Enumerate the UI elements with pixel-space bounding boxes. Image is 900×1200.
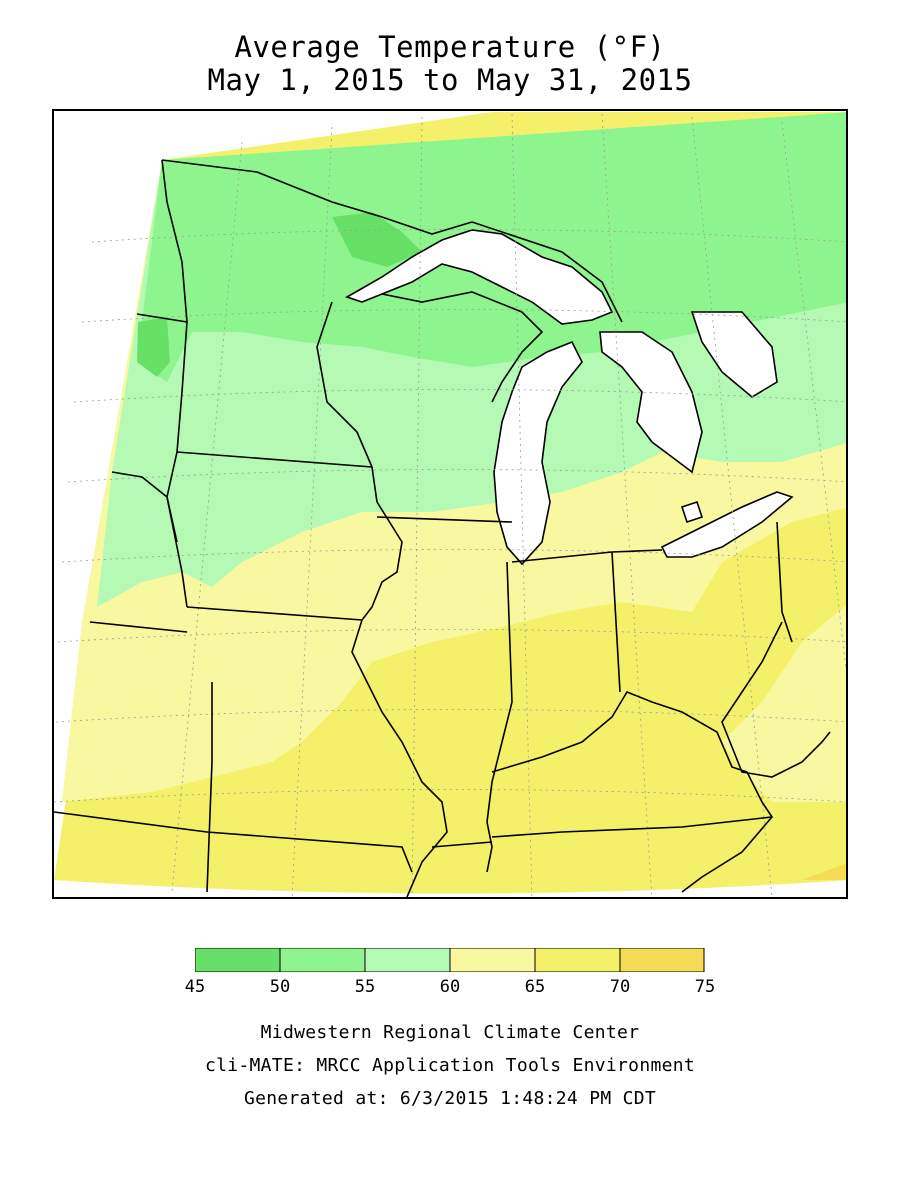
border-oh-wv — [721, 621, 831, 778]
legend-bin-45-50 — [195, 948, 281, 972]
border-mn-wi — [316, 301, 378, 503]
temperature-map — [52, 109, 848, 899]
lake-huron — [599, 331, 703, 474]
color-legend — [195, 948, 705, 972]
band-70-75 — [802, 863, 846, 880]
border-ia-mo — [186, 606, 363, 621]
border-in-oh — [611, 551, 621, 693]
legend-tick-label: 65 — [524, 977, 546, 997]
border-ks-ne — [89, 621, 188, 633]
border-mo-ks — [206, 682, 213, 893]
legend-tick-label: 50 — [269, 977, 291, 997]
lake-superior — [345, 229, 614, 325]
border-sd-ia-mn — [176, 451, 373, 468]
border-mo-ar — [206, 831, 413, 873]
border-ky-va — [681, 771, 774, 893]
border-oh-pa — [776, 521, 793, 643]
legend-bar — [195, 948, 705, 972]
border-il-in — [486, 561, 513, 823]
border-ia-west — [166, 451, 188, 608]
border-ontario — [471, 221, 623, 323]
map-date-range: May 1, 2015 to May 31, 2015 — [207, 63, 693, 97]
legend-tick-label: 70 — [609, 977, 631, 997]
great-lakes — [345, 229, 794, 566]
legend-bin-55-60 — [364, 948, 451, 972]
legend-tick-label: 55 — [354, 977, 376, 997]
band-45-50-west — [137, 317, 170, 377]
legend-bin-70-75 — [619, 948, 705, 972]
credit-organization: Midwestern Regional Climate Center — [260, 1022, 640, 1043]
map-title: Average Temperature (°F) — [234, 30, 666, 64]
legend-tick-label: 45 — [184, 977, 206, 997]
border-sd-nd — [136, 313, 188, 323]
border-canada-mn — [161, 159, 473, 235]
band-60-65-east — [722, 605, 846, 802]
border-mn-nd — [161, 159, 188, 453]
border-ks-ok — [54, 811, 208, 833]
map-svg — [54, 112, 846, 897]
legend-bin-50-55 — [279, 948, 366, 972]
lake-huron-georgian — [690, 311, 778, 398]
band-45-50 — [332, 212, 422, 267]
border-oh-river — [491, 691, 748, 773]
lake-michigan — [493, 340, 583, 566]
legend-tick-label: 75 — [694, 977, 716, 997]
credit-generated-timestamp: Generated at: 6/3/2015 1:48:24 PM CDT — [243, 1088, 657, 1109]
legend-bin-60-65 — [449, 948, 536, 972]
border-in-mi — [511, 551, 613, 563]
state-boundaries — [54, 159, 831, 897]
legend-bin-65-70 — [534, 948, 621, 972]
border-mo-il-mississippi — [486, 821, 493, 873]
lake-erie — [660, 491, 794, 558]
border-tn-ar — [431, 841, 493, 848]
legend-tick-label: 60 — [439, 977, 461, 997]
border-mi-oh — [611, 549, 663, 553]
lake-st-clair — [680, 500, 704, 524]
border-ia-ill-river — [351, 501, 448, 897]
border-wi-il — [376, 516, 513, 523]
border-mi-upper — [381, 291, 544, 403]
credit-application: cli-MATE: MRCC Application Tools Environ… — [204, 1055, 696, 1076]
border-ky-tn — [491, 816, 773, 838]
